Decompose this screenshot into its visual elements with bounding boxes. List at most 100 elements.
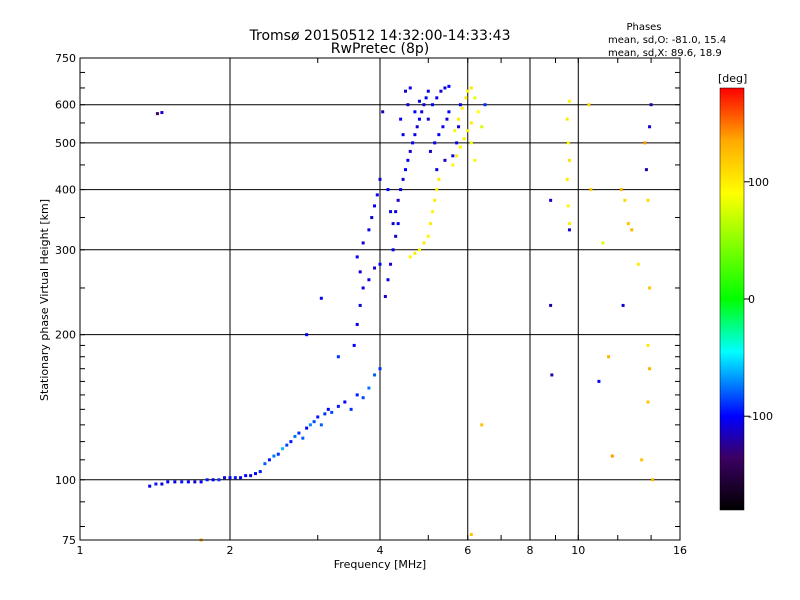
data-point [435, 168, 439, 172]
data-point [587, 103, 591, 107]
data-point [352, 343, 356, 347]
data-point [469, 86, 473, 90]
data-point [565, 117, 569, 121]
y-axis-label: Stationary phase Virtual Height [km] [38, 199, 51, 401]
data-point [435, 188, 439, 192]
data-point [289, 440, 293, 444]
data-point [401, 177, 405, 181]
data-point [355, 322, 359, 326]
data-point [447, 110, 451, 114]
data-point [457, 117, 461, 121]
data-point [462, 137, 466, 141]
data-point [566, 204, 570, 208]
data-point [336, 404, 340, 408]
data-point [549, 303, 553, 307]
data-point [610, 454, 614, 458]
data-point [413, 110, 417, 114]
data-point [406, 158, 410, 162]
data-point [394, 210, 398, 214]
data-point [193, 480, 197, 484]
data-point [355, 393, 359, 397]
data-point [319, 423, 323, 427]
data-point [640, 458, 644, 462]
data-point [466, 89, 470, 93]
x-tick-label: 6 [464, 544, 471, 557]
data-point [473, 96, 477, 100]
data-point [281, 447, 285, 451]
data-point [308, 423, 312, 427]
data-point [386, 188, 390, 192]
data-point [623, 198, 627, 202]
data-point [550, 373, 554, 377]
data-point [566, 141, 570, 145]
data-point [276, 452, 280, 456]
data-point [358, 303, 362, 307]
data-point [305, 333, 309, 337]
data-point [249, 474, 253, 478]
data-point [415, 125, 419, 129]
data-point [422, 241, 426, 245]
data-point [466, 129, 470, 133]
data-point [378, 177, 382, 181]
y-tick-label: 500 [55, 137, 76, 150]
data-point [431, 103, 435, 107]
data-point [263, 462, 267, 466]
data-point [439, 89, 443, 93]
data-point [223, 476, 227, 480]
data-point [413, 133, 417, 137]
stats-line-o: mean, sd,O: -81.0, 15.4 [608, 35, 726, 46]
data-point [408, 149, 412, 153]
colorbar-tick-label: 0 [748, 293, 755, 306]
data-point [443, 86, 447, 90]
data-point [408, 255, 412, 259]
data-point [447, 84, 451, 88]
y-tick-label: 400 [55, 184, 76, 197]
chart-subtitle: RwPretec (8p) [331, 41, 429, 57]
data-point [651, 478, 655, 482]
data-point [394, 234, 398, 238]
x-tick-label: 10 [571, 544, 585, 557]
data-point [330, 410, 334, 414]
data-point [567, 99, 571, 103]
data-point [373, 373, 377, 377]
y-tick-label: 200 [55, 329, 76, 342]
data-point [649, 103, 653, 107]
data-point [297, 431, 301, 435]
data-point [437, 133, 441, 137]
data-point [648, 286, 652, 290]
data-point [373, 266, 377, 270]
data-point [305, 426, 309, 430]
data-point [199, 480, 203, 484]
data-point [422, 103, 426, 107]
data-point [358, 270, 362, 274]
data-point [343, 400, 347, 404]
data-point [458, 145, 462, 149]
data-point [567, 222, 571, 226]
data-point [417, 99, 421, 103]
colorbar-label: [deg] [718, 72, 747, 85]
x-axis-label: Frequency [MHz] [334, 558, 426, 571]
data-point [644, 168, 648, 172]
data-point [426, 234, 430, 238]
data-point [148, 484, 152, 488]
y-tick-label: 75 [62, 534, 76, 547]
data-point [626, 222, 630, 226]
data-point [272, 454, 276, 458]
data-point [155, 112, 159, 116]
data-point [373, 204, 377, 208]
data-point [228, 476, 232, 480]
stats-line-x: mean, sd,X: 89.6, 18.9 [608, 48, 722, 59]
data-point [160, 482, 164, 486]
colorbar-tick-label: 100 [748, 176, 769, 189]
data-point [326, 407, 330, 411]
data-point [383, 295, 387, 299]
data-point [441, 125, 445, 129]
data-point [420, 110, 424, 114]
data-point [205, 478, 209, 482]
x-tick-label: 1 [77, 544, 84, 557]
data-point [469, 532, 473, 536]
data-point [480, 125, 484, 129]
colorbar-ticks: 100 0 -100 [744, 176, 773, 423]
data-point [367, 228, 371, 232]
data-point [646, 198, 650, 202]
